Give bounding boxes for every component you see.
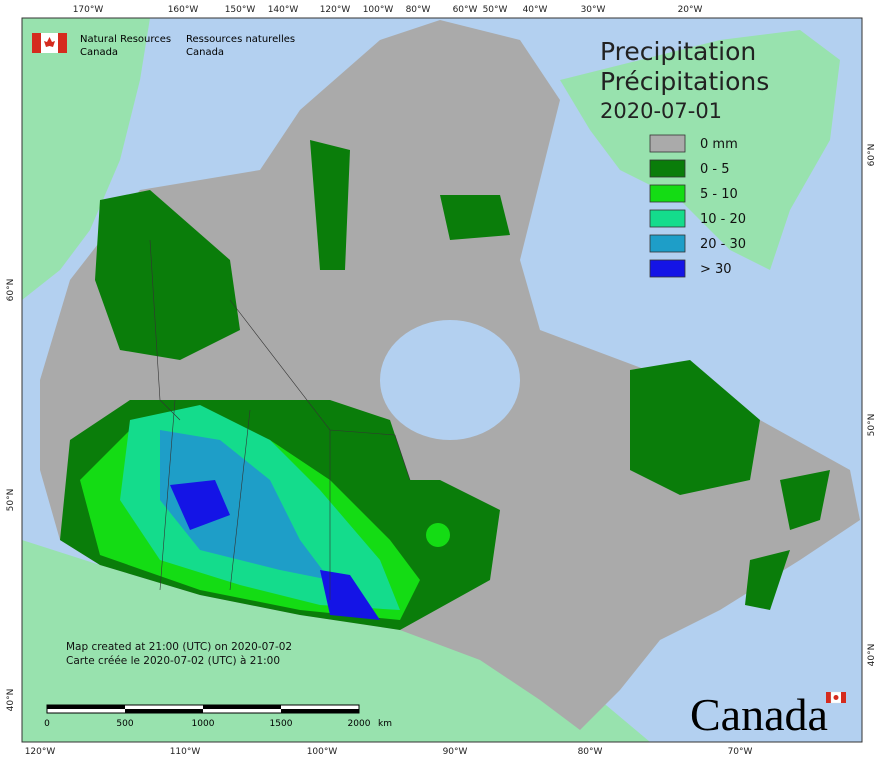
boundaries	[149, 239, 411, 600]
longitude-label: 30°W	[581, 5, 606, 15]
longitude-label: 40°W	[523, 5, 548, 15]
hudson-bay	[380, 320, 520, 440]
scale-label: 500	[116, 719, 133, 729]
maple-leaf	[833, 695, 839, 700]
longitude-label: 120°W	[25, 747, 56, 757]
scale-unit: km	[378, 719, 392, 729]
latitude-label: 60°N	[867, 144, 877, 167]
legend-swatch	[649, 234, 686, 253]
greenland	[560, 30, 840, 270]
longitude-label: 160°W	[168, 5, 199, 15]
maple-leaf	[44, 37, 55, 47]
flag-band	[841, 692, 846, 703]
org-name-fr: Ressources naturelles	[186, 34, 295, 45]
legend-swatch	[649, 134, 686, 153]
longitude-label: 50°W	[483, 5, 508, 15]
created-en: Map created at 21:00 (UTC) on 2020-07-02	[66, 641, 292, 653]
legend-swatch	[649, 184, 686, 203]
flag-band	[32, 33, 41, 53]
wordmark-flag	[826, 691, 846, 704]
frame	[21, 17, 863, 743]
org-name-en: Canada	[80, 47, 118, 58]
legend-label: 0 mm	[700, 137, 738, 152]
longitude-label: 100°W	[363, 5, 394, 15]
precip-20-30	[160, 430, 330, 580]
org-name-en: Natural Resources	[80, 34, 171, 45]
title-fr: Précipitations	[600, 67, 769, 96]
latitude-label: 50°N	[6, 489, 16, 512]
scale-bar: 0 500 1000 1500 2000 km	[44, 704, 392, 729]
legend-swatch	[649, 159, 686, 178]
legend-label: 0 - 5	[700, 162, 730, 177]
precip-north	[95, 190, 240, 360]
legend-label: 10 - 20	[700, 212, 746, 227]
org-name-fr: Canada	[186, 47, 224, 58]
title-date: 2020-07-01	[600, 99, 722, 123]
scale-label: 1500	[270, 719, 293, 729]
latitude-label: 50°N	[867, 414, 877, 437]
alaska	[22, 18, 150, 300]
canada-wordmark: Canada	[690, 689, 828, 740]
usa	[22, 540, 650, 742]
flag-band	[58, 33, 67, 53]
legend: 0 mm 0 - 5 5 - 10 10 - 20 20 - 30 > 30	[649, 134, 746, 278]
latitude-label: 60°N	[6, 279, 16, 302]
map-area	[22, 18, 862, 742]
longitude-label: 170°W	[73, 5, 104, 15]
precip-east	[310, 140, 830, 610]
longitude-label: 90°W	[443, 747, 468, 757]
longitude-label: 80°W	[578, 747, 603, 757]
latitude-label: 40°N	[867, 644, 877, 667]
legend-label: > 30	[700, 262, 732, 277]
scale-label: 0	[44, 719, 50, 729]
scale-segment	[203, 705, 281, 709]
scale-label: 1000	[192, 719, 215, 729]
latitude-label: 40°N	[6, 689, 16, 712]
title-en: Precipitation	[600, 37, 756, 66]
longitude-label: 20°W	[678, 5, 703, 15]
flag-band	[826, 692, 831, 703]
longitude-label: 110°W	[170, 747, 201, 757]
legend-swatch	[649, 209, 686, 228]
longitude-label: 120°W	[320, 5, 351, 15]
longitude-label: 80°W	[406, 5, 431, 15]
scale-segment	[47, 705, 125, 709]
longitude-label: 150°W	[225, 5, 256, 15]
nrcan-logo: Natural Resources Canada Ressources natu…	[32, 33, 295, 58]
longitude-label: 70°W	[728, 747, 753, 757]
longitude-label: 60°W	[453, 5, 478, 15]
legend-label: 5 - 10	[700, 187, 738, 202]
precip-30-plus	[170, 480, 380, 620]
longitude-label: 140°W	[268, 5, 299, 15]
created-fr: Carte créée le 2020-07-02 (UTC) à 21:00	[66, 655, 280, 667]
legend-label: 20 - 30	[700, 237, 746, 252]
scale-segment	[281, 709, 359, 713]
longitude-label: 100°W	[307, 747, 338, 757]
precip-spot	[426, 523, 450, 547]
legend-swatch	[649, 259, 686, 278]
scale-segment	[125, 709, 203, 713]
scale-label: 2000	[348, 719, 371, 729]
